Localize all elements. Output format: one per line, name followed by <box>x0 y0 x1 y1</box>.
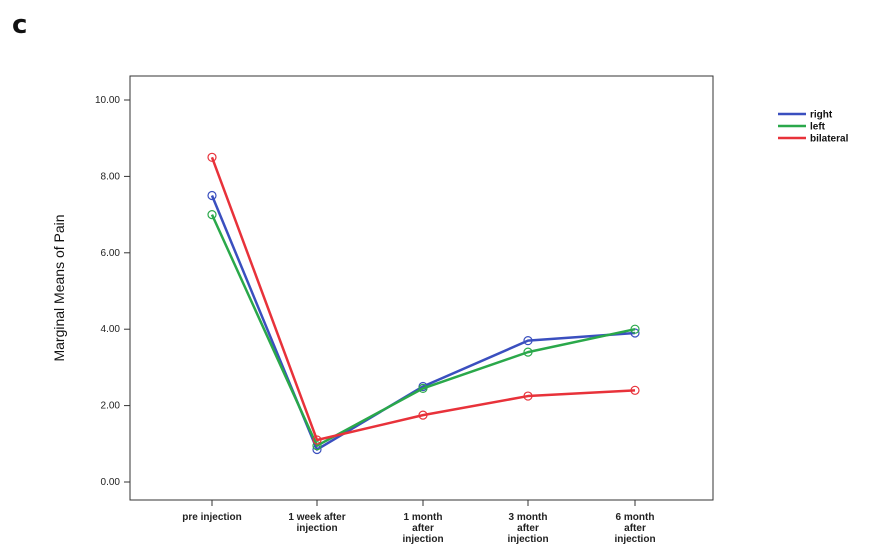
data-point-left <box>523 347 533 357</box>
x-tick-label: pre injection <box>182 512 241 523</box>
x-tick-label: 1 week after injection <box>288 512 345 534</box>
x-tick-label-line: injection <box>296 523 337 534</box>
legend-label-bilateral: bilateral <box>810 134 849 145</box>
y-axis-title: Marginal Means of Pain <box>51 214 67 361</box>
data-point-left <box>418 383 428 394</box>
x-tick-label: 3 month after injection <box>507 512 548 545</box>
data-point-right <box>523 336 533 346</box>
y-tick-label: 10.00 <box>95 95 120 106</box>
x-tick-label-line: 6 month <box>616 512 655 523</box>
data-point-left <box>312 441 322 451</box>
x-tick-label: 1 month after injection <box>402 512 443 545</box>
data-point-bilateral <box>418 410 428 420</box>
series-line-right <box>210 195 636 451</box>
y-tick-label: 6.00 <box>101 248 121 259</box>
legend-label-left: left <box>810 122 826 133</box>
x-tick-label-line: injection <box>614 534 655 545</box>
data-point-bilateral <box>523 391 533 401</box>
x-tick-label: 6 month after injection <box>614 512 655 545</box>
x-tick-label-line: after <box>412 523 434 534</box>
data-point-left <box>630 324 640 334</box>
x-tick-label-line: 1 week after <box>288 512 345 523</box>
data-point-right <box>630 328 640 338</box>
legend-label-right: right <box>810 110 833 121</box>
x-tick-label-line: injection <box>402 534 443 545</box>
x-tick-label-line: pre injection <box>182 512 241 523</box>
y-tick-label: 4.00 <box>101 324 121 335</box>
x-tick-label-line: 1 month <box>404 512 443 523</box>
series-line-bilateral <box>210 156 636 442</box>
x-tick-label-line: after <box>517 523 539 534</box>
x-tick-label-line: injection <box>507 534 548 545</box>
y-tick-label: 0.00 <box>101 477 121 488</box>
data-point-bilateral <box>312 435 322 445</box>
data-point-bilateral <box>207 152 217 162</box>
series-layer <box>207 152 640 455</box>
x-tick-label-line: 3 month <box>509 512 548 523</box>
panel-label: c <box>12 10 28 40</box>
x-tick-label-line: after <box>624 523 646 534</box>
data-point-left <box>207 210 217 220</box>
plot-frame <box>129 75 714 501</box>
y-tick-label: 8.00 <box>101 171 121 182</box>
y-ticks: 0.00 2.00 4.00 6.00 8.00 10.00 <box>95 95 130 488</box>
y-tick-label: 2.00 <box>101 401 121 412</box>
data-point-right <box>207 190 217 201</box>
series-line-left <box>210 214 636 447</box>
data-point-bilateral <box>630 385 640 395</box>
